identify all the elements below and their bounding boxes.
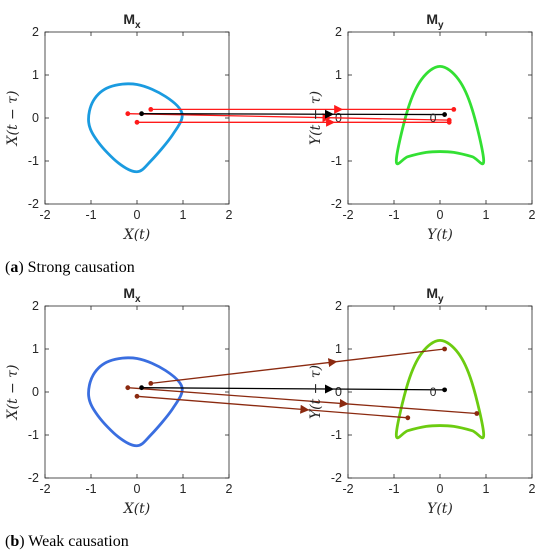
panel-a-mapping-2-target-point bbox=[442, 112, 447, 117]
panel-b-my-xtick-label: -2 bbox=[342, 482, 353, 496]
panel-b-my-frame bbox=[347, 305, 533, 479]
panel-a-mx-ytick-label: 2 bbox=[32, 25, 39, 39]
panel-a-mx-xtick-label: 1 bbox=[180, 208, 187, 222]
caption-b: (b) Weak causation bbox=[5, 533, 129, 550]
panel-a-mx-ytick-label: -2 bbox=[28, 197, 39, 211]
panel-b-mapping-0-target-point bbox=[442, 346, 447, 352]
panel-b-mapping-1-arrow-tail-segment bbox=[344, 403, 477, 415]
panel-b-my-xlabel: Y(t) bbox=[427, 501, 453, 517]
panel-b-mapping-2-arrow-head-segment bbox=[141, 384, 334, 394]
panel-b-mx-xtick-label: 1 bbox=[180, 482, 187, 496]
panel-a-my-xtick-label: 0 bbox=[437, 208, 444, 222]
panel-b-mx-xtick-label: -1 bbox=[85, 482, 96, 496]
panel-b-mx-ytick-label: -2 bbox=[28, 471, 39, 485]
caption-a: (a) Strong causation bbox=[5, 259, 135, 276]
panel-a-mx-ytick-label: 0 bbox=[32, 111, 39, 125]
panel-b-mx-xtick-label: 0 bbox=[134, 482, 141, 496]
panel-b-mapping-0-arrow-tail-segment bbox=[332, 348, 445, 363]
panel-a-my-xtick-label: 1 bbox=[483, 208, 490, 222]
panel-b-my-annotation: 0 bbox=[430, 385, 437, 399]
panel-b-mx-ytick-label: 0 bbox=[32, 385, 39, 399]
panel-b-mx-xtick-label: 2 bbox=[226, 482, 233, 496]
panel-b-mapping-1-source-point bbox=[125, 385, 131, 391]
panel-a-my-title: My bbox=[426, 11, 444, 31]
panel-a-my-frame bbox=[347, 31, 533, 205]
panel-b-my-ytick-label: -2 bbox=[331, 471, 342, 485]
panel-b-mapping-2-arrow-tail-segment bbox=[329, 388, 445, 391]
panel-a-my-xtick-label: -2 bbox=[342, 208, 353, 222]
panel-b-my-ytick-label: 2 bbox=[335, 299, 342, 313]
panel-a-mx-xtick-label: -1 bbox=[85, 208, 96, 222]
panel-b-my-ytick-label: 1 bbox=[335, 342, 342, 356]
panel-a-my-ylabel: Y(t − τ) bbox=[308, 91, 324, 145]
panel-a-mapping-2-source-point bbox=[139, 111, 145, 117]
panel-b-mx-ytick-label: -1 bbox=[28, 428, 39, 442]
panel-b-my-axes: -2 -1 0 1 2 2 1 0 -1 -2 bbox=[331, 299, 536, 496]
panel-b-mx-xlabel: X(t) bbox=[123, 501, 151, 517]
panel-b-my-title: My bbox=[426, 285, 444, 305]
panel-a-my-xlabel: Y(t) bbox=[427, 227, 453, 243]
panel-b-mapping-3-arrow-tail-segment bbox=[304, 408, 408, 419]
panel-b-my-xtick-label: -1 bbox=[388, 482, 399, 496]
panel-a-mx-xlabel: X(t) bbox=[123, 227, 151, 243]
panel-a-my-ytick-label: 1 bbox=[335, 68, 342, 82]
panel-a-mx-frame bbox=[44, 31, 230, 205]
panel-a-my-ytick-label: 2 bbox=[335, 25, 342, 39]
panel-b-my-xtick-label: 2 bbox=[529, 482, 536, 496]
panel-b-my-xtick-label: 1 bbox=[483, 482, 490, 496]
panel-b-my-ytick-label: 0 bbox=[335, 385, 342, 399]
panel-b-mapping-0-arrow-head-segment bbox=[150, 358, 338, 385]
panel-a-mx-ytick-label: -1 bbox=[28, 154, 39, 168]
panel-a-mapping-0-target-point bbox=[451, 107, 457, 112]
panel-b-mx-attractor-curve bbox=[87, 356, 184, 448]
panel-a-mapping-3-source-point bbox=[134, 119, 140, 125]
panel-a-mapping-2-arrow-head-segment bbox=[141, 109, 334, 119]
panel-a-mx-ylabel: X(t − τ) bbox=[5, 91, 21, 147]
panel-b-my-ylabel: Y(t − τ) bbox=[308, 365, 324, 419]
panel-a-mapping-1-source-point bbox=[125, 111, 131, 117]
panel-a-my-ytick-label: -2 bbox=[331, 197, 342, 211]
panel-b-my-attractor-curve bbox=[394, 338, 486, 440]
panel-b-mapping-1-arrow-head-segment bbox=[127, 387, 349, 408]
panel-b-mapping-2-source-point bbox=[139, 385, 145, 391]
panel-b-mapping-3-target-point bbox=[405, 415, 411, 421]
panel-a-mx-title: Mx bbox=[123, 11, 141, 31]
panel-a-mapping-0-source-point bbox=[148, 107, 154, 112]
panel-a-mx-xtick-label: 0 bbox=[134, 208, 141, 222]
panel-b-mapping-1-target-point bbox=[474, 411, 480, 416]
panel-b-mapping-3-arrow-head-segment bbox=[136, 395, 310, 414]
panel-a-my-annotation: 0 bbox=[430, 111, 437, 125]
panel-b-mapping-0-source-point bbox=[148, 381, 154, 386]
panel-b-mx-ytick-label: 1 bbox=[32, 342, 39, 356]
panel-b-mx-xtick-label: -2 bbox=[39, 482, 50, 496]
panel-b-mapping-3-source-point bbox=[134, 393, 140, 399]
panel-a-mx-axes: -2 -1 0 1 2 2 1 0 -1 -2 bbox=[28, 25, 233, 222]
labels-layer: Mx X(t) X(t − τ) My Y(t) Y(t − τ) 0 Mx X(t) X(t −… bbox=[5, 11, 453, 517]
panel-a-mx-ytick-label: 1 bbox=[32, 68, 39, 82]
panel-a-my-ytick-label: -1 bbox=[331, 154, 342, 168]
panel-b-mx-ytick-label: 2 bbox=[32, 299, 39, 313]
panel-a-mx-xtick-label: 2 bbox=[226, 208, 233, 222]
panel-a-mapping-1-arrow-tail-segment bbox=[327, 117, 450, 121]
panel-b-my-xtick-label: 0 bbox=[437, 482, 444, 496]
panel-b-my-ytick-label: -1 bbox=[331, 428, 342, 442]
arrows-layer bbox=[125, 104, 480, 421]
panel-b-mx-ylabel: X(t − τ) bbox=[5, 365, 21, 421]
panel-a-mx-xtick-label: -2 bbox=[39, 208, 50, 222]
panel-b-mx-axes: -2 -1 0 1 2 2 1 0 -1 -2 bbox=[28, 299, 233, 496]
panel-a-mapping-3-target-point bbox=[446, 119, 452, 125]
panel-b-mapping-2-target-point bbox=[442, 387, 447, 393]
panel-b-mx-title: Mx bbox=[123, 285, 141, 305]
panel-b-mx-frame bbox=[44, 305, 230, 479]
panel-a-my-xtick-label: -1 bbox=[388, 208, 399, 222]
panel-a-my-xtick-label: 2 bbox=[529, 208, 536, 222]
panel-a-mx-attractor-curve bbox=[87, 82, 184, 174]
